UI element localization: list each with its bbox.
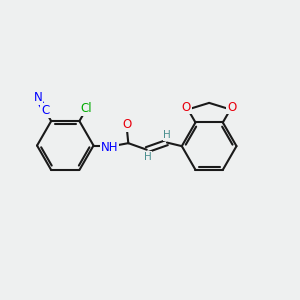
Text: H: H xyxy=(164,130,171,140)
Text: O: O xyxy=(122,118,131,131)
Text: NH: NH xyxy=(101,140,118,154)
Text: Cl: Cl xyxy=(80,102,92,116)
Text: O: O xyxy=(227,100,236,114)
Text: C: C xyxy=(41,104,50,117)
Text: H: H xyxy=(144,152,152,162)
Text: N: N xyxy=(33,91,42,104)
Text: O: O xyxy=(182,100,191,114)
